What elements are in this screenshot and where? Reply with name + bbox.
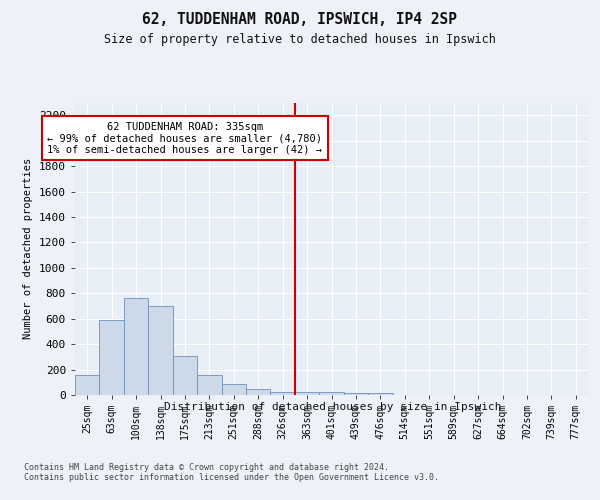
Bar (271, 392, 295, 395)
Bar (100, 320, 124, 395)
Text: Size of property relative to detached houses in Ipswich: Size of property relative to detached ho… (104, 32, 496, 46)
Bar (295, 392, 319, 395)
Bar (124, 298, 148, 395)
Text: Distribution of detached houses by size in Ipswich: Distribution of detached houses by size … (164, 402, 502, 412)
Bar (197, 374, 221, 395)
Bar (221, 384, 246, 395)
Bar (75, 374, 100, 395)
Bar (319, 392, 344, 395)
Y-axis label: Number of detached properties: Number of detached properties (23, 158, 34, 340)
Bar (173, 356, 197, 395)
Text: Contains HM Land Registry data © Crown copyright and database right 2024.
Contai: Contains HM Land Registry data © Crown c… (24, 462, 439, 482)
Bar (344, 393, 368, 395)
Bar (246, 388, 271, 395)
Text: 62 TUDDENHAM ROAD: 335sqm
← 99% of detached houses are smaller (4,780)
1% of sem: 62 TUDDENHAM ROAD: 335sqm ← 99% of detac… (47, 122, 322, 155)
Bar (148, 306, 173, 395)
Text: 62, TUDDENHAM ROAD, IPSWICH, IP4 2SP: 62, TUDDENHAM ROAD, IPSWICH, IP4 2SP (143, 12, 458, 28)
Bar (368, 393, 392, 395)
